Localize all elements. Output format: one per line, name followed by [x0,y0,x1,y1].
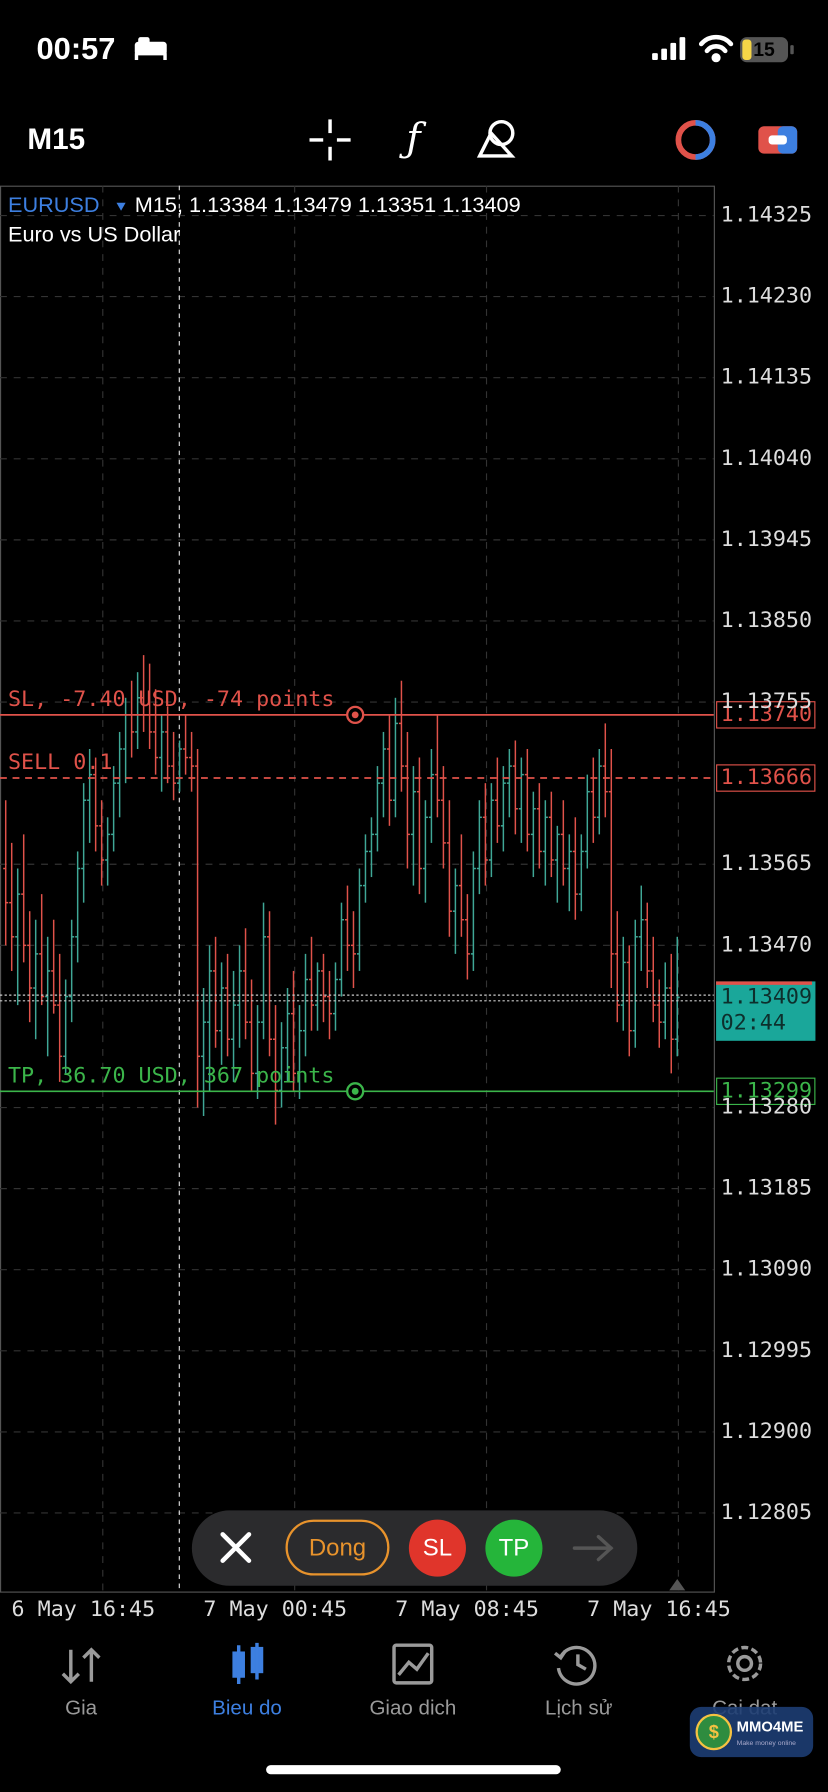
chart-frame [0,185,715,1593]
y-tick-label: 1.13850 [721,608,812,633]
y-tick-label: 1.13470 [721,932,812,957]
timeframe-button[interactable]: M15 [27,123,85,156]
price-bars [3,655,680,1125]
level-label: SL, -7.40 USD, -74 points [8,687,334,712]
clock: 00:57 [37,31,116,66]
y-tick-label: 1.14230 [721,284,812,309]
scroll-marker [669,1578,686,1591]
y-tick-label: 1.13185 [721,1176,812,1201]
tab-icon-chart[interactable] [232,1642,264,1685]
bid-tag [716,981,816,1041]
tab-label[interactable]: Bieu do [212,1697,282,1720]
y-tick-label: 1.12805 [721,1500,812,1525]
tab-icon-settings[interactable] [726,1645,763,1682]
level-label: TP, 36.70 USD, 367 points [8,1063,334,1088]
sl-label[interactable]: SL [423,1535,452,1562]
x-tick-label: 7 May 16:45 [587,1597,731,1622]
objects-button[interactable] [476,119,516,158]
level-label: SELL 0.1 [8,750,112,775]
x-tick-label: 6 May 16:45 [12,1597,156,1622]
signal-icon [652,37,686,61]
y-tick-label: 1.12995 [721,1338,812,1363]
tab-label[interactable]: Lịch sử [545,1697,613,1720]
battery-icon: 15 [740,37,794,63]
svg-text:$: $ [709,1721,719,1742]
price-tag-label: 1.13299 [721,1078,812,1103]
price-tag-label: 1.13666 [721,765,812,790]
next-button[interactable] [572,1534,614,1562]
trade-levels: SL, -7.40 USD, -74 points 1.13740 SELL 0.1… [0,687,816,1106]
signals-button[interactable] [675,119,716,160]
tab-label[interactable]: Gia [65,1697,98,1720]
symbol-description: Euro vs US Dollar [8,222,180,247]
ohlc-header: M15, 1.13384 1.13479 1.13351 1.13409 [135,192,521,217]
bid-tag-stripe [716,981,813,985]
trading-button[interactable] [758,126,798,154]
bid-price: 1.13409 [721,984,812,1009]
bar-countdown: 02:44 [721,1011,786,1036]
price-tag [716,764,816,792]
watermark: $ MMO4ME Make money online [689,1706,814,1758]
crosshair-button[interactable] [309,119,351,161]
x-tick-label: 7 May 08:45 [395,1597,539,1622]
tp-label[interactable]: TP [499,1535,530,1562]
y-tick-label: 1.12900 [721,1419,812,1444]
y-tick-label: 1.13945 [721,527,812,552]
tp-button[interactable] [485,1519,543,1577]
tab-icon-quotes[interactable] [61,1647,101,1685]
watermark-tagline: Make money online [737,1740,797,1747]
watermark-brand: MMO4ME [737,1719,804,1735]
tab-icon-history[interactable] [553,1645,597,1686]
battery-level: 15 [753,39,775,61]
level-handle-dot [351,1087,359,1095]
symbol[interactable]: EURUSD [8,192,100,217]
close-button[interactable] [220,1532,252,1563]
x-tick-label: 7 May 00:45 [203,1597,347,1622]
y-tick-label: 1.13565 [721,851,812,876]
y-tick-label: 1.14040 [721,446,812,471]
home-indicator [266,1765,561,1775]
sl-button[interactable] [408,1519,466,1577]
y-tick-label: 1.13755 [721,689,812,714]
wifi-icon [698,34,734,63]
tab-icon-trade[interactable] [392,1643,434,1685]
price-tag [716,701,816,729]
sleep-icon [134,37,167,61]
tab-label[interactable]: Giao dich [369,1697,456,1720]
grid [0,185,714,1592]
dong-label[interactable]: Dong [309,1535,366,1562]
price-tag-label: 1.13740 [721,702,812,727]
level-handle-dot [351,711,359,719]
symbol-dropdown[interactable] [116,202,126,211]
dong-button[interactable] [285,1519,390,1576]
y-tick-label: 1.14135 [721,365,812,390]
price-tag [716,1077,816,1106]
y-tick-label: 1.13090 [721,1257,812,1282]
y-tick-label: 1.14325 [721,203,812,228]
y-tick-label: 1.13280 [721,1095,812,1120]
tab-icons [61,1642,763,1686]
